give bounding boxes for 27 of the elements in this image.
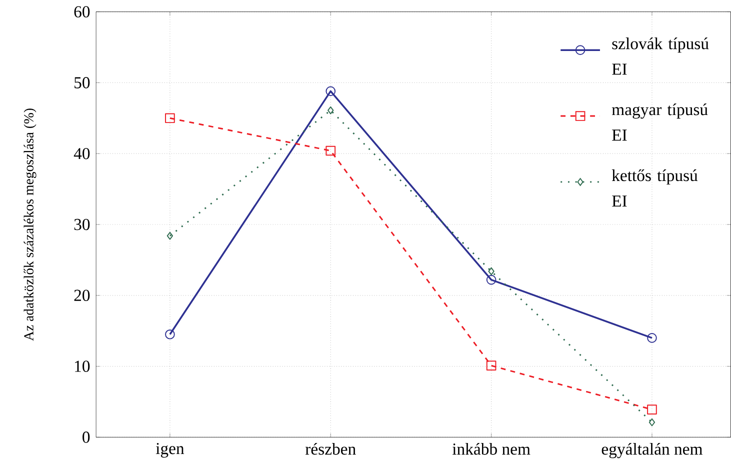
legend-label: kettős típusú EI — [612, 170, 698, 207]
x-tick-label: egyáltalán nem — [602, 443, 703, 458]
y-tick-label: 50 — [74, 77, 90, 89]
y-tick-label: 40 — [74, 148, 90, 160]
x-tick-label: részben — [305, 443, 356, 455]
point — [647, 404, 657, 415]
point — [647, 333, 657, 344]
point — [486, 275, 496, 285]
point — [326, 146, 336, 156]
point — [328, 106, 334, 114]
y-tick-label: 0 — [82, 432, 90, 444]
point — [488, 268, 494, 276]
y-tick-label: 30 — [74, 219, 90, 230]
y-tick-label: 20 — [74, 290, 90, 302]
point — [648, 418, 656, 426]
point — [486, 360, 496, 371]
point — [326, 86, 336, 96]
y-axis-title: Az adatközlők százalékos megoszlása (%) — [24, 108, 36, 342]
legend-label: szlovák típusú EI — [612, 38, 709, 75]
legend-label: magyar típusú EI — [612, 104, 708, 141]
y-tick-label: 10 — [75, 360, 90, 372]
y-tick-label: 60 — [74, 6, 90, 18]
point — [165, 113, 175, 124]
x-tick-label: inkább nem — [452, 443, 530, 455]
point — [165, 330, 175, 340]
x-tick-label: igen — [156, 443, 184, 458]
point — [166, 232, 174, 240]
